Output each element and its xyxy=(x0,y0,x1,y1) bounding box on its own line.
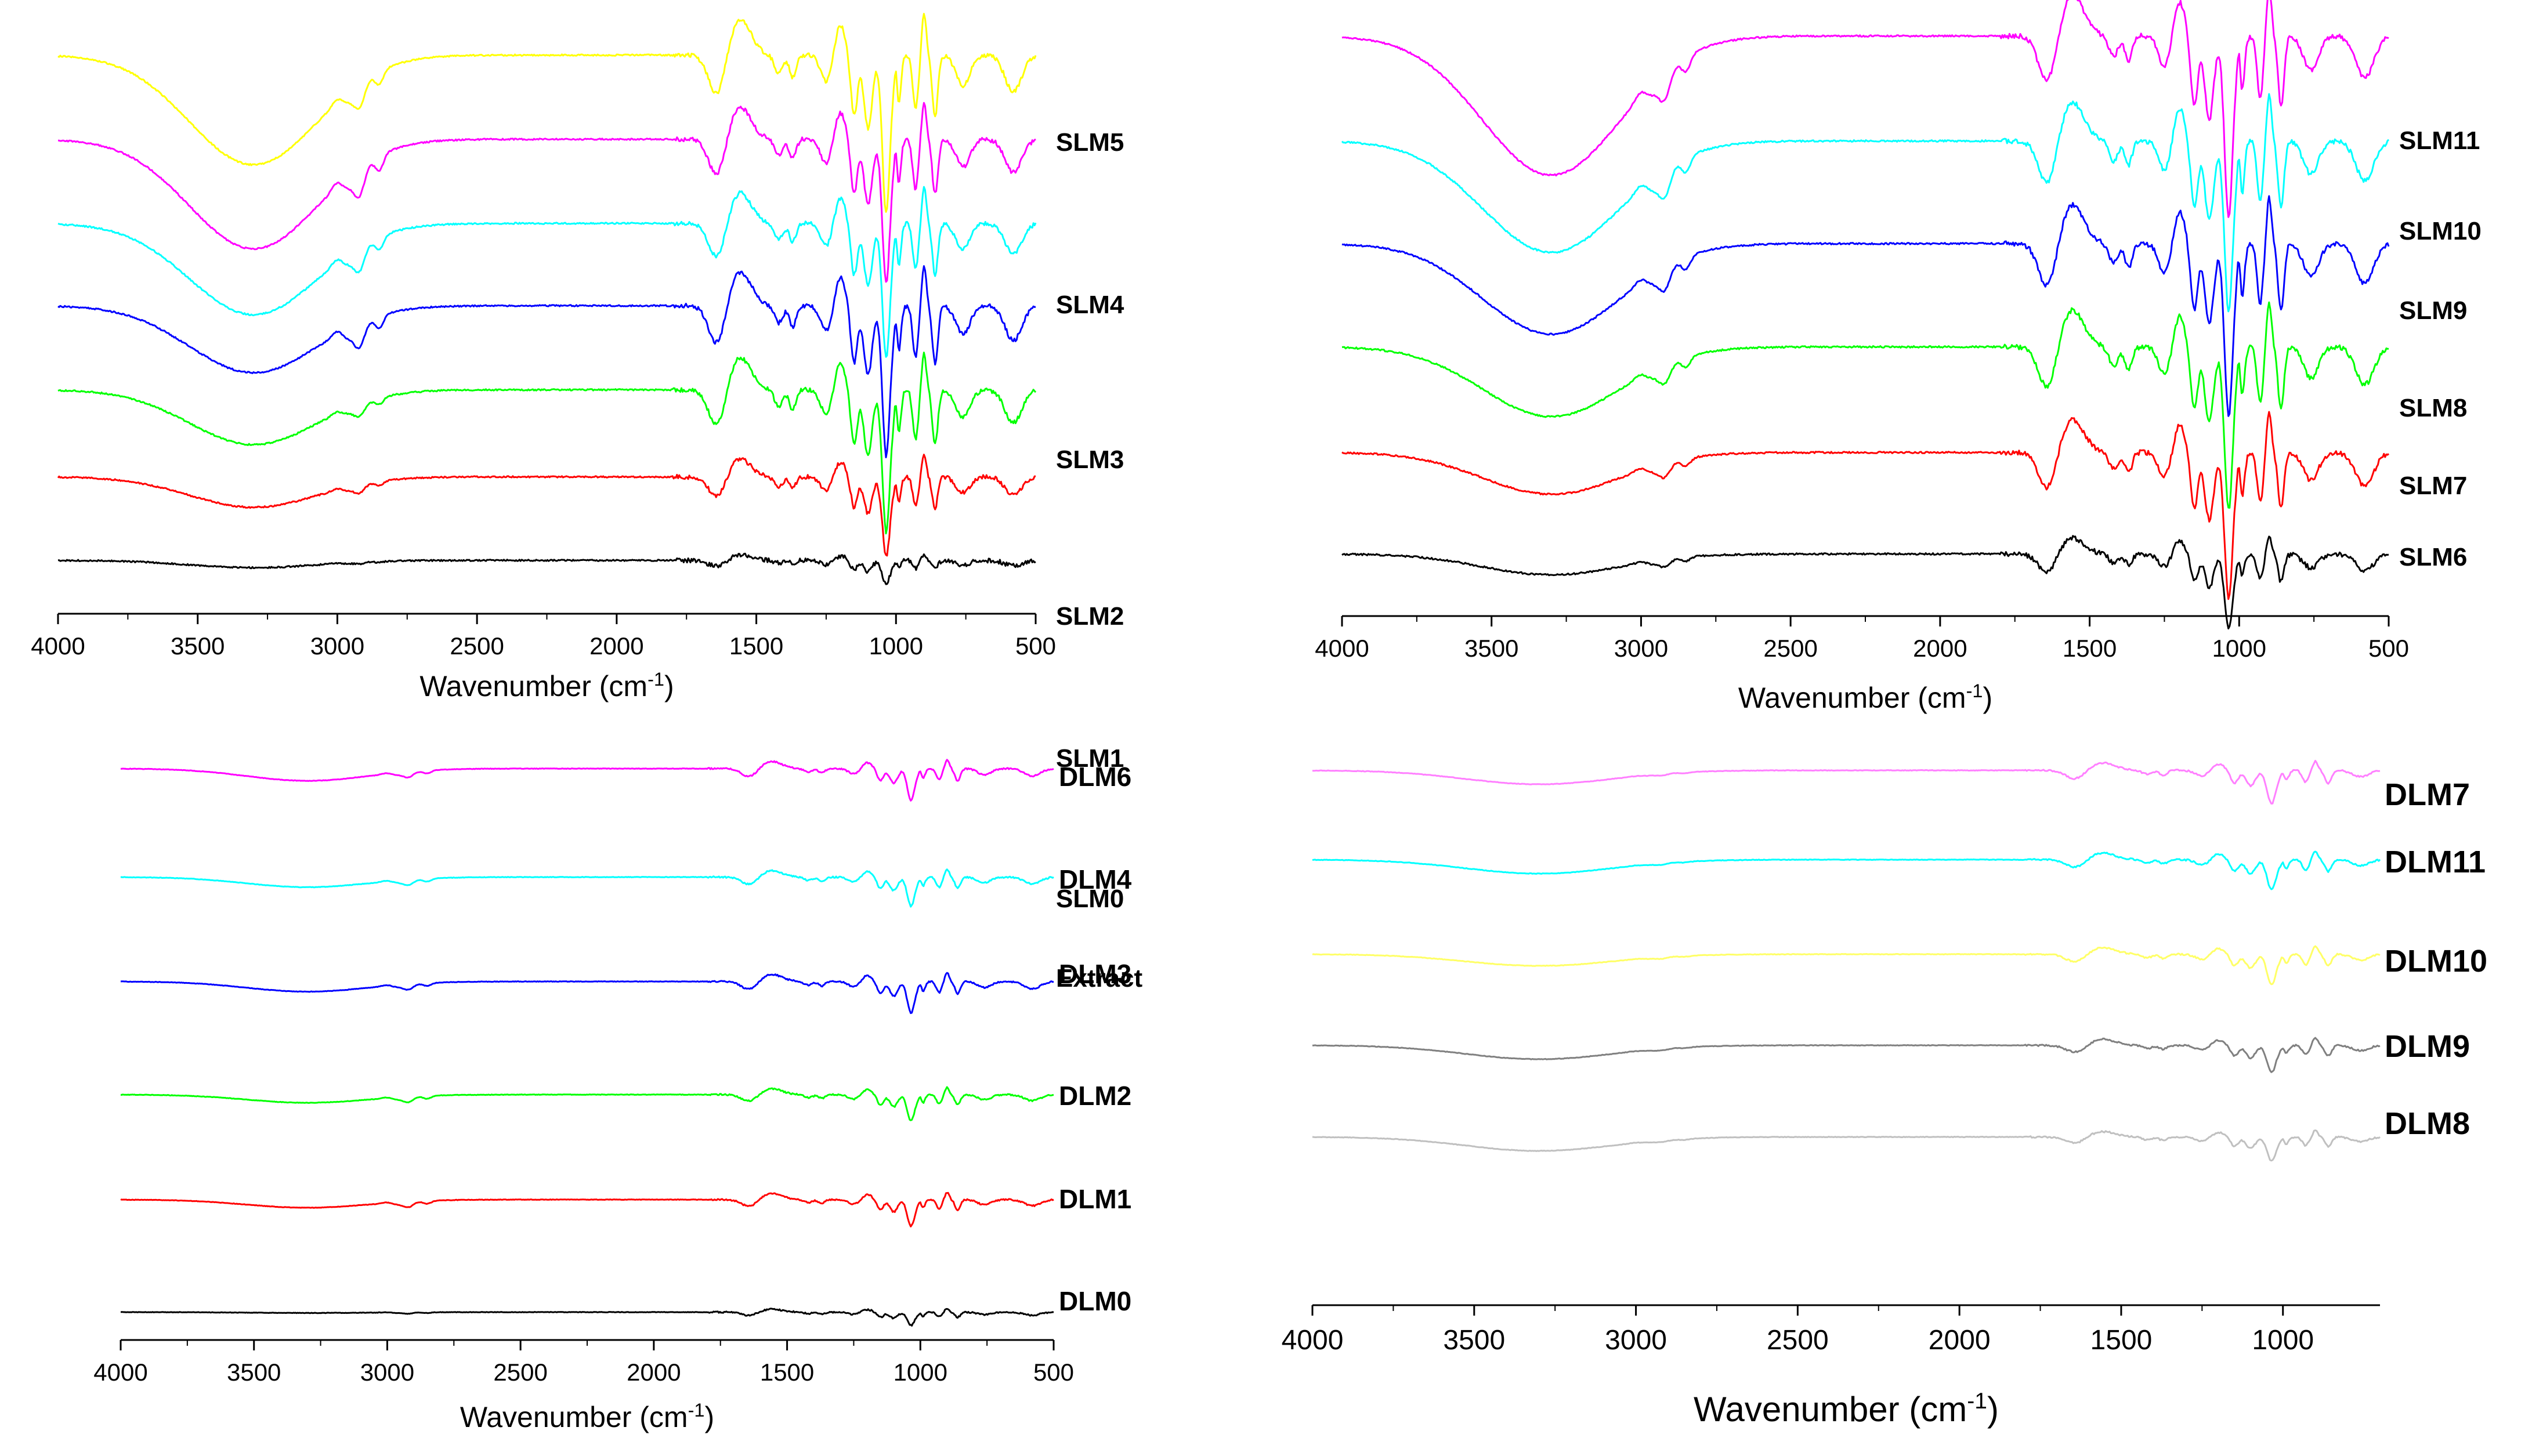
series-label-slm2: SLM2 xyxy=(1056,602,1124,631)
series-line-dlm2 xyxy=(120,1086,1054,1121)
series-label-slm5: SLM5 xyxy=(1056,128,1124,157)
x-axis-title: Wavenumber (cm-1) xyxy=(1694,1389,1999,1429)
x-tick-label: 2500 xyxy=(450,632,504,660)
series-label-dlm7: DLM7 xyxy=(2385,777,2470,812)
series-label-slm7: SLM7 xyxy=(2399,472,2467,500)
series-label-dlm9: DLM9 xyxy=(2385,1029,2470,1064)
series-line-dlm6 xyxy=(120,759,1054,802)
series-line-dlm9 xyxy=(1312,1037,2381,1073)
series-label-dlm0: DLM0 xyxy=(1059,1286,1131,1316)
x-tick-label: 4000 xyxy=(93,1359,147,1386)
x-axis-title: Wavenumber (cm-1) xyxy=(1738,680,1992,714)
series-label-dlm3: DLM3 xyxy=(1059,959,1131,989)
panel-top-left: 4000 3500 3000 2500 2000 1500 1000 500 Wavenumbe… xyxy=(31,13,1143,993)
series-line-dlm10 xyxy=(1312,945,2381,986)
x-tick-label: 4000 xyxy=(1282,1325,1344,1356)
series-label-slm0: SLM0 xyxy=(1056,885,1124,913)
x-tick-label: 4000 xyxy=(1315,635,1369,662)
series-label-slm1: SLM1 xyxy=(1056,744,1124,773)
x-tick-label: 1500 xyxy=(760,1359,814,1386)
x-tick-label: 2500 xyxy=(493,1359,547,1386)
x-tick-label: 1500 xyxy=(2090,1325,2153,1356)
series-label-dlm6: DLM6 xyxy=(1059,762,1131,792)
series-line-slm3 xyxy=(57,186,1037,358)
series-label-dlm1: DLM1 xyxy=(1059,1184,1131,1214)
series-line-slm11 xyxy=(1341,0,2389,218)
x-tick-label: 2500 xyxy=(1763,635,1817,662)
series-line-dlm3 xyxy=(120,972,1054,1015)
series-line-dlm7 xyxy=(1312,759,2381,805)
series-label-slm9: SLM9 xyxy=(2399,296,2467,325)
x-tick-label: 3000 xyxy=(360,1359,414,1386)
x-tick-label: 2000 xyxy=(1913,635,1967,662)
series-label-slm10: SLM10 xyxy=(2399,217,2482,245)
x-axis-title: Wavenumber (cm-1) xyxy=(460,1400,714,1433)
x-tick-label: 2000 xyxy=(589,632,643,660)
series-line-dlm11 xyxy=(1312,850,2381,890)
series-label-slm11: SLM11 xyxy=(2399,126,2480,155)
series-label-slm3: SLM3 xyxy=(1056,446,1124,474)
series-line-slm9 xyxy=(1341,195,2390,417)
x-tick-label: 2000 xyxy=(1929,1325,1991,1356)
series-line-slm1 xyxy=(57,352,1037,535)
series-label-dlm10: DLM10 xyxy=(2385,944,2487,979)
x-tick-label: 500 xyxy=(2368,635,2409,662)
x-tick-label: 1000 xyxy=(2252,1325,2314,1356)
series-label-slm6: SLM6 xyxy=(2399,543,2467,571)
x-tick-label: 3500 xyxy=(171,632,225,660)
x-tick-label: 1000 xyxy=(894,1359,947,1386)
series-line-extract xyxy=(57,552,1036,585)
x-tick-label: 1000 xyxy=(869,632,923,660)
series-label-slm4: SLM4 xyxy=(1056,291,1124,319)
series-line-slm10 xyxy=(1341,93,2390,313)
series-line-slm4 xyxy=(58,102,1036,283)
x-tick-label: 3500 xyxy=(227,1359,281,1386)
series-line-slm7 xyxy=(1341,411,2389,600)
panel-bottom-right: 4000 3500 3000 2500 2000 1500 1000 Wavenumber (… xyxy=(1282,759,2487,1429)
series-line-dlm4 xyxy=(120,868,1054,908)
x-tick-label: 2000 xyxy=(627,1359,681,1386)
x-tick-label: 3000 xyxy=(1605,1325,1667,1356)
x-tick-label: 500 xyxy=(1015,632,1056,660)
series-line-dlm0 xyxy=(120,1307,1054,1327)
panel-top-right: 4000 3500 3000 2500 2000 1500 1000 500 Wavenumbe… xyxy=(1315,0,2482,714)
x-tick-label: 1500 xyxy=(729,632,783,660)
series-label-dlm4: DLM4 xyxy=(1059,864,1132,894)
x-tick-label: 1000 xyxy=(2212,635,2266,662)
x-tick-label: 2500 xyxy=(1767,1325,1829,1356)
series-line-dlm8 xyxy=(1312,1129,2381,1162)
series-line-slm6 xyxy=(1341,535,2389,630)
x-axis-title: Wavenumber (cm-1) xyxy=(419,669,674,702)
panel-bottom-left: 4000 3500 3000 2500 2000 1500 1000 500 Wavenumbe… xyxy=(93,759,1132,1433)
series-line-slm5 xyxy=(57,13,1037,213)
x-tick-label: 3500 xyxy=(1464,635,1518,662)
x-tick-label: 3500 xyxy=(1443,1325,1505,1356)
x-tick-label: 4000 xyxy=(31,632,85,660)
series-line-slm0 xyxy=(57,454,1036,557)
x-tick-label: 3000 xyxy=(310,632,364,660)
series-label-dlm8: DLM8 xyxy=(2385,1106,2470,1141)
x-tick-label: 500 xyxy=(1033,1359,1074,1386)
series-line-slm8 xyxy=(1341,301,2389,509)
series-line-slm2 xyxy=(57,265,1036,458)
series-label-extract: Extract xyxy=(1056,964,1143,993)
series-label-slm8: SLM8 xyxy=(2399,394,2467,422)
x-tick-label: 3000 xyxy=(1614,635,1668,662)
series-label-dlm2: DLM2 xyxy=(1059,1081,1131,1111)
series-label-dlm11: DLM11 xyxy=(2385,845,2486,879)
x-tick-label: 1500 xyxy=(2063,635,2117,662)
series-line-dlm1 xyxy=(120,1191,1054,1227)
